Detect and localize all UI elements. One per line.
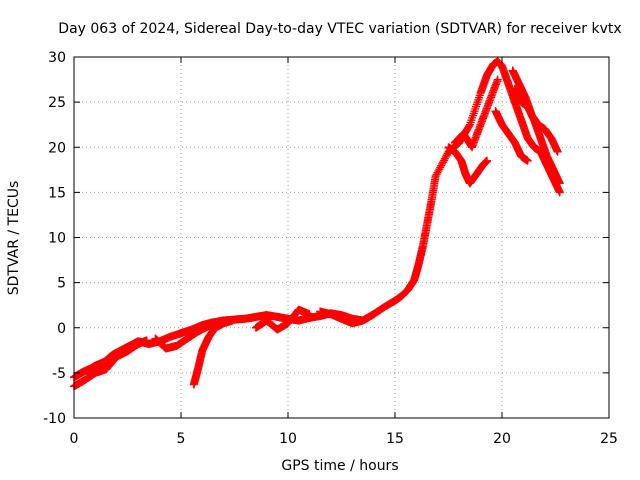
data-point: [555, 188, 564, 197]
data-point: [439, 156, 448, 165]
series-track-segment-c: [316, 307, 378, 328]
y-tick-label: 15: [48, 185, 66, 201]
data-point: [435, 165, 444, 174]
y-tick-label: 0: [57, 321, 66, 337]
data-point: [431, 172, 440, 181]
data-point: [433, 168, 442, 177]
data-points: [70, 57, 564, 391]
x-tick-label: 5: [177, 431, 186, 447]
data-point: [553, 147, 562, 156]
data-point: [436, 163, 445, 172]
series-track-segment-d: [444, 143, 492, 188]
data-point: [523, 156, 532, 165]
x-tick-label: 10: [279, 431, 297, 447]
axis-ticks: 0 5 10 15 20 25 -10 -5 0 5 10 15 20 25 30: [43, 50, 618, 447]
y-tick-label: 5: [57, 276, 66, 292]
data-point: [215, 319, 224, 328]
series-track-segment-e: [450, 75, 502, 152]
series-track-segment-f: [491, 107, 532, 165]
data-point: [442, 151, 451, 160]
y-tick-label: 25: [48, 95, 66, 111]
data-point: [441, 152, 450, 161]
y-tick-label: 10: [48, 231, 66, 247]
data-point: [438, 159, 447, 168]
data-point: [305, 310, 314, 319]
series-track-segment-h: [510, 84, 564, 188]
data-point: [142, 336, 151, 345]
data-point: [493, 75, 502, 84]
series-track-segment-a: [151, 319, 224, 353]
y-tick-label: -10: [43, 411, 66, 427]
y-tick-label: -5: [52, 366, 66, 382]
y-tick-label: 20: [48, 140, 66, 156]
data-point: [555, 179, 564, 188]
data-point: [437, 161, 446, 170]
x-tick-label: 20: [493, 431, 511, 447]
data-point: [483, 156, 492, 165]
data-point: [438, 158, 447, 167]
y-tick-label: 30: [48, 50, 66, 66]
x-axis-label: GPS time / hours: [281, 458, 398, 474]
data-point: [432, 170, 441, 179]
data-point: [440, 154, 449, 163]
x-tick-label: 25: [600, 431, 618, 447]
series-track-early: [70, 336, 151, 391]
y-axis-label: SDTVAR / TECUs: [6, 181, 22, 296]
data-point: [465, 121, 474, 130]
data-point: [228, 316, 237, 325]
data-point: [434, 166, 443, 175]
series-track-segment-b: [251, 305, 314, 334]
data-point: [369, 310, 378, 319]
x-tick-label: 15: [386, 431, 404, 447]
chart-title: Day 063 of 2024, Sidereal Day-to-day VTE…: [58, 21, 621, 37]
x-tick-label: 0: [70, 431, 79, 447]
